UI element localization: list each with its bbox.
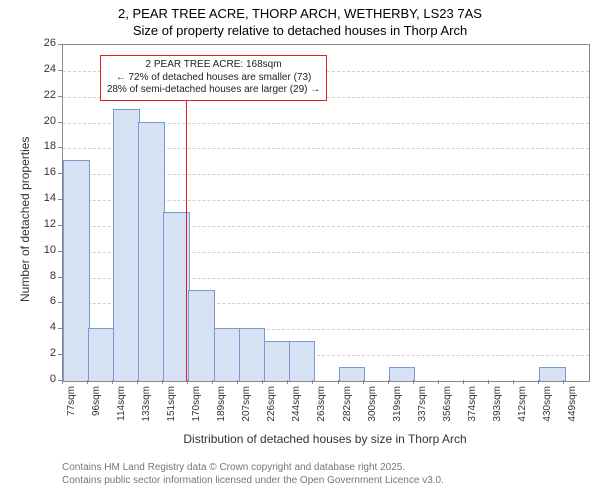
xtick-label: 356sqm [442,386,453,430]
xtick-mark [513,380,514,384]
xtick-label: 282sqm [342,386,353,430]
bar [138,122,165,381]
ytick-mark [58,354,62,355]
xtick-label: 96sqm [91,386,102,430]
ytick-mark [58,122,62,123]
bar [289,341,316,381]
ytick-mark [58,225,62,226]
bar [188,290,215,381]
xtick-label: 189sqm [216,386,227,430]
xtick-mark [137,380,138,384]
xtick-label: 412sqm [517,386,528,430]
xtick-mark [287,380,288,384]
xtick-label: 226sqm [266,386,277,430]
ytick-label: 18 [32,140,56,152]
xtick-label: 151sqm [166,386,177,430]
xtick-label: 77sqm [66,386,77,430]
y-axis-label: Number of detached properties [18,137,32,302]
ytick-mark [58,147,62,148]
xtick-label: 430sqm [542,386,553,430]
xtick-label: 319sqm [392,386,403,430]
xtick-mark [212,380,213,384]
xtick-label: 300sqm [367,386,378,430]
bar [63,160,90,381]
credit-line1: Contains HM Land Registry data © Crown c… [62,462,444,475]
ytick-label: 22 [32,89,56,101]
annotation-line: ← 72% of detached houses are smaller (73… [107,72,320,85]
annotation-line: 28% of semi-detached houses are larger (… [107,84,320,97]
bar [214,328,241,381]
xtick-label: 170sqm [191,386,202,430]
bar [339,367,366,381]
xtick-mark [187,380,188,384]
xtick-mark [87,380,88,384]
ytick-label: 2 [32,347,56,359]
ytick-mark [58,302,62,303]
xtick-mark [162,380,163,384]
title-line2: Size of property relative to detached ho… [0,23,600,40]
xtick-label: 114sqm [116,386,127,430]
ytick-label: 10 [32,244,56,256]
chart-title: 2, PEAR TREE ACRE, THORP ARCH, WETHERBY,… [0,0,600,40]
plot-area: 2 PEAR TREE ACRE: 168sqm← 72% of detache… [62,44,590,382]
bar [113,109,140,381]
xtick-mark [538,380,539,384]
xtick-mark [62,380,63,384]
bar [389,367,416,381]
ytick-label: 8 [32,270,56,282]
annotation-box: 2 PEAR TREE ACRE: 168sqm← 72% of detache… [100,55,327,101]
xtick-label: 133sqm [141,386,152,430]
ytick-label: 4 [32,321,56,333]
title-line1: 2, PEAR TREE ACRE, THORP ARCH, WETHERBY,… [0,6,600,23]
ytick-label: 14 [32,192,56,204]
bar [264,341,291,381]
xtick-label: 244sqm [291,386,302,430]
xtick-label: 393sqm [492,386,503,430]
ytick-mark [58,96,62,97]
ytick-mark [58,328,62,329]
ytick-label: 6 [32,295,56,307]
credit-line2: Contains public sector information licen… [62,475,444,488]
ytick-label: 24 [32,63,56,75]
bar [239,328,266,381]
ytick-label: 0 [32,373,56,385]
xtick-label: 374sqm [467,386,478,430]
xtick-mark [563,380,564,384]
ytick-mark [58,251,62,252]
ytick-mark [58,70,62,71]
xtick-mark [112,380,113,384]
bar [539,367,566,381]
x-axis-label: Distribution of detached houses by size … [62,432,588,446]
xtick-label: 337sqm [417,386,428,430]
xtick-label: 207sqm [241,386,252,430]
xtick-mark [388,380,389,384]
ytick-mark [58,199,62,200]
xtick-mark [438,380,439,384]
xtick-label: 449sqm [567,386,578,430]
annotation-line: 2 PEAR TREE ACRE: 168sqm [107,59,320,72]
ytick-mark [58,277,62,278]
xtick-mark [363,380,364,384]
xtick-mark [312,380,313,384]
xtick-mark [237,380,238,384]
xtick-mark [413,380,414,384]
credit-text: Contains HM Land Registry data © Crown c… [62,462,444,487]
ytick-label: 12 [32,218,56,230]
xtick-label: 263sqm [316,386,327,430]
ytick-label: 26 [32,37,56,49]
xtick-mark [463,380,464,384]
xtick-mark [338,380,339,384]
marker-line [186,97,187,381]
xtick-mark [262,380,263,384]
ytick-label: 20 [32,115,56,127]
xtick-mark [488,380,489,384]
ytick-mark [58,44,62,45]
ytick-label: 16 [32,166,56,178]
ytick-mark [58,173,62,174]
bar [88,328,115,381]
